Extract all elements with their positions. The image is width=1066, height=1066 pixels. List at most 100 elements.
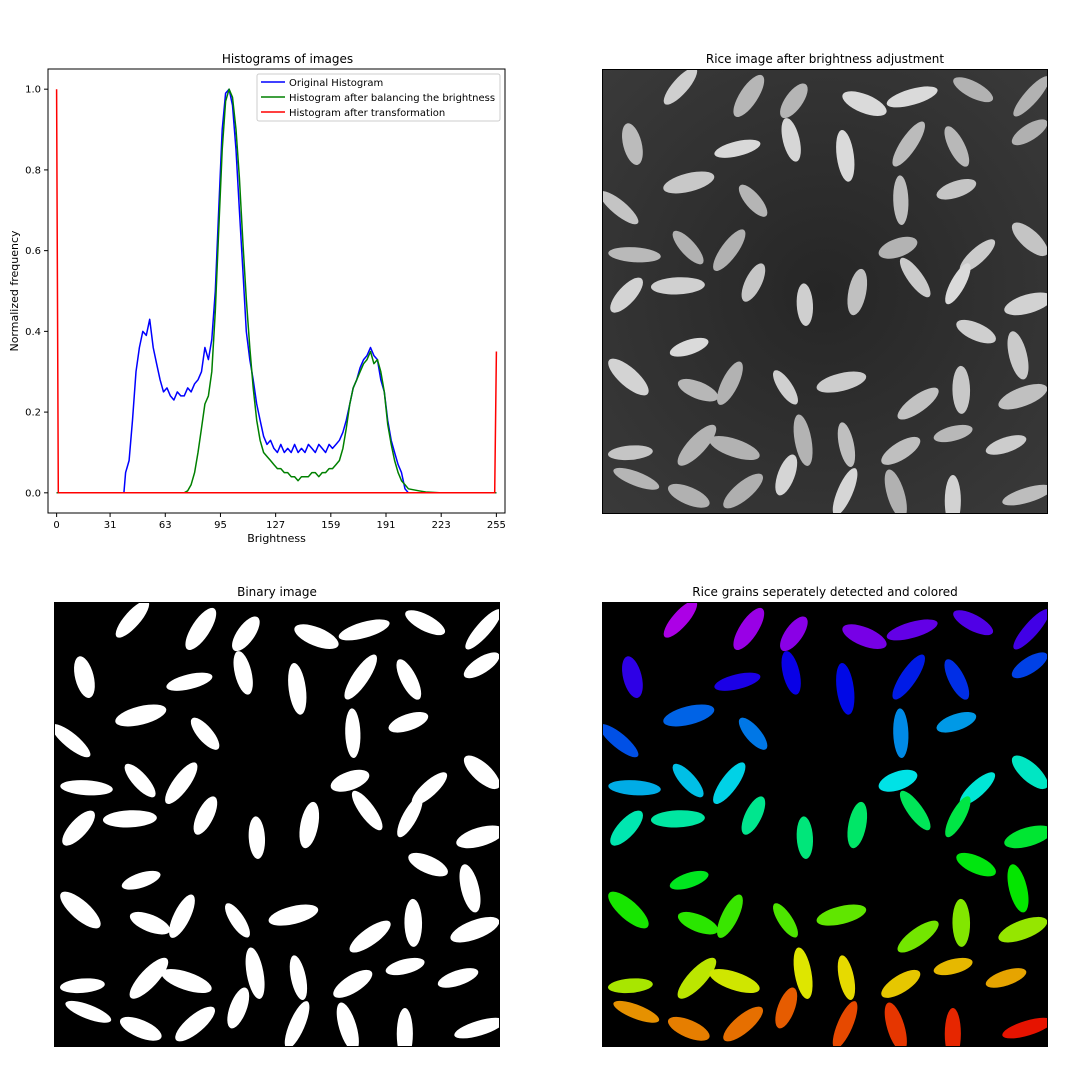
rice-grain-label <box>773 903 798 938</box>
rice-grain <box>709 435 760 460</box>
histogram-title: Histograms of images <box>221 52 354 66</box>
rice-grain-label <box>669 870 709 890</box>
y-tick-label: 0.2 <box>25 408 41 419</box>
rice-grain-label <box>1007 864 1029 913</box>
rice-grain-mask <box>74 656 95 698</box>
rice-grain-label <box>956 852 996 877</box>
rice-grain <box>953 77 994 103</box>
rice-grain-label <box>842 624 887 650</box>
rice-grain-label <box>847 801 868 849</box>
rice-grain-mask <box>268 904 319 926</box>
rice-grain-label <box>733 607 765 650</box>
rice-grain-mask <box>166 672 213 691</box>
y-tick-label: 1.0 <box>25 85 41 96</box>
rice-grain <box>944 126 970 167</box>
rice-grain-label <box>709 968 760 993</box>
rice-grain <box>793 414 813 466</box>
rice-grain-mask <box>225 903 250 938</box>
series-line-2 <box>55 89 498 494</box>
rice-grain-label <box>713 762 746 804</box>
x-tick-label: 159 <box>321 520 340 531</box>
rice-grain-mask <box>396 659 422 700</box>
rice-grain-label <box>663 704 715 727</box>
rice-grain <box>650 277 705 295</box>
rice-grain-label <box>613 1000 660 1023</box>
rice-grain <box>669 337 709 357</box>
rice-grain <box>892 121 925 167</box>
rice-grain-label <box>886 619 938 641</box>
rice-grain-label <box>603 724 639 758</box>
rice-grain-label <box>945 796 971 838</box>
rice-grain-mask <box>60 780 113 796</box>
rice-grain-mask <box>330 769 370 792</box>
rice-grain-label <box>952 898 971 947</box>
rice-grain-label <box>1013 609 1047 650</box>
rice-grain-mask <box>232 616 260 652</box>
rice-grain <box>677 378 719 402</box>
rice-grain-mask <box>62 810 95 846</box>
rice-grain-mask <box>115 603 150 638</box>
rice-grain-label <box>714 672 761 691</box>
rice-grain <box>933 424 973 443</box>
rice-grain <box>608 358 649 396</box>
rice-grain-label <box>897 920 939 953</box>
rice-grain-label <box>781 651 801 695</box>
rice-grain <box>610 277 643 313</box>
rice-grain-label <box>607 978 653 994</box>
rice-grain-label <box>608 780 661 796</box>
rice-grain <box>738 184 768 217</box>
rice-grain <box>836 130 855 182</box>
rice-grain <box>613 467 660 490</box>
rice-grain <box>1013 76 1047 117</box>
rice-grain-mask <box>59 978 105 994</box>
series-line-0 <box>56 88 497 494</box>
rice-grain-mask <box>193 796 218 835</box>
rice-grain-mask <box>465 609 499 650</box>
rice-grain <box>608 247 661 263</box>
rice-grain-label <box>677 911 719 935</box>
histogram-ylabel: Normalized frequency <box>8 230 21 352</box>
rice-grain-label <box>677 957 717 999</box>
rice-grain <box>773 370 798 405</box>
labeled-image-title: Rice grains seperately detected and colo… <box>692 585 958 599</box>
rice-grain-mask <box>345 708 361 758</box>
rice-grain <box>899 257 931 298</box>
x-tick-label: 223 <box>432 520 451 531</box>
x-tick-label: 127 <box>266 520 285 531</box>
rice-grain <box>677 424 717 466</box>
histogram-xlabel: Brightness <box>247 532 306 545</box>
rice-grain-label <box>1011 755 1047 790</box>
rice-grain-label <box>717 894 743 938</box>
rice-grain-mask <box>388 711 429 733</box>
rice-grain <box>1004 292 1047 316</box>
series-line-1 <box>56 88 497 494</box>
rice-grain-mask <box>119 1016 162 1041</box>
rice-grain-label <box>878 769 918 792</box>
rice-grain-mask <box>102 810 157 828</box>
rice-grain-mask <box>385 957 425 976</box>
labeled-grains-image <box>602 602 1048 1047</box>
rice-grain-mask <box>289 955 308 1001</box>
y-tick-label: 0.8 <box>25 165 41 176</box>
brightness-adjusted-image <box>602 69 1048 514</box>
rice-grain <box>952 365 971 414</box>
legend-label-original: Original Histogram <box>289 78 383 89</box>
rice-grain-label <box>953 610 994 636</box>
rice-grain-mask <box>336 1002 359 1046</box>
rice-grain-mask <box>408 852 448 877</box>
rice-grain-mask <box>344 654 377 700</box>
rice-grain <box>622 123 643 165</box>
rice-grain <box>884 469 907 513</box>
y-tick-label: 0.4 <box>25 327 41 338</box>
rice-grain-mask <box>450 916 499 943</box>
rice-grain-mask <box>405 610 446 636</box>
rice-grain-mask <box>175 1006 216 1042</box>
rice-grain-label <box>608 891 649 929</box>
rice-grain-label <box>775 987 798 1029</box>
legend-frame <box>256 73 501 122</box>
rice-grain <box>663 171 715 194</box>
rice-grain <box>663 70 698 105</box>
rice-grain <box>886 86 938 108</box>
rice-grain <box>717 361 743 405</box>
rice-grain-label <box>796 816 814 859</box>
